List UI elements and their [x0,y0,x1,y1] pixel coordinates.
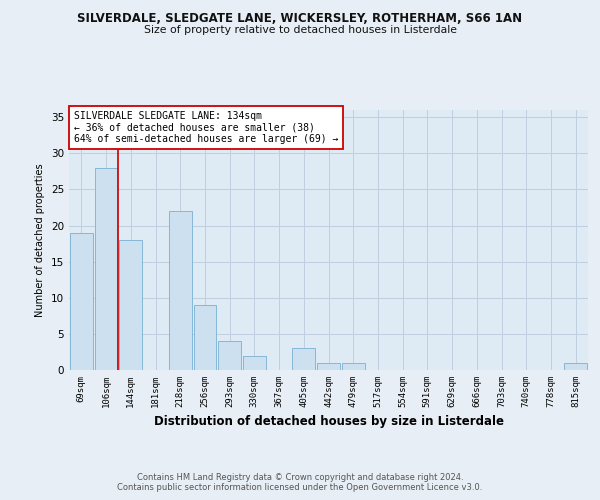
Text: Contains HM Land Registry data © Crown copyright and database right 2024.: Contains HM Land Registry data © Crown c… [137,472,463,482]
Text: Size of property relative to detached houses in Listerdale: Size of property relative to detached ho… [143,25,457,35]
X-axis label: Distribution of detached houses by size in Listerdale: Distribution of detached houses by size … [154,416,503,428]
Bar [218,341,241,370]
Bar [70,233,93,370]
Bar [342,363,365,370]
Text: Contains public sector information licensed under the Open Government Licence v3: Contains public sector information licen… [118,484,482,492]
Bar [194,305,216,370]
Bar [292,348,315,370]
Bar [169,211,191,370]
Text: SILVERDALE, SLEDGATE LANE, WICKERSLEY, ROTHERHAM, S66 1AN: SILVERDALE, SLEDGATE LANE, WICKERSLEY, R… [77,12,523,26]
Bar [119,240,142,370]
Text: SILVERDALE SLEDGATE LANE: 134sqm
← 36% of detached houses are smaller (38)
64% o: SILVERDALE SLEDGATE LANE: 134sqm ← 36% o… [74,112,338,144]
Bar [243,356,266,370]
Bar [95,168,118,370]
Y-axis label: Number of detached properties: Number of detached properties [35,163,46,317]
Bar [564,363,587,370]
Bar [317,363,340,370]
